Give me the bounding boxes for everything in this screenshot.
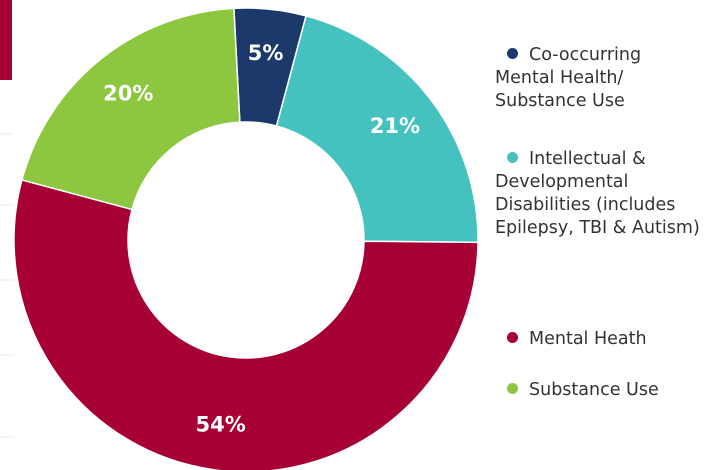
legend-marker — [507, 332, 518, 343]
value-label: 21% — [370, 114, 420, 138]
value-label: 5% — [248, 41, 284, 65]
value-label: 20% — [103, 82, 153, 106]
legend-marker — [507, 48, 518, 59]
legend-label: Intellectual & Developmental Disabilitie… — [495, 149, 700, 238]
legend-label: Co-occurring Mental Health/ Substance Us… — [495, 45, 642, 111]
legend-item: Substance Use — [495, 379, 700, 402]
legend-label: Substance Use — [529, 380, 659, 400]
side-table-lines — [0, 133, 14, 438]
value-label: 54% — [195, 412, 245, 436]
donut-slice — [13, 179, 479, 470]
legend-marker — [507, 383, 518, 394]
donut-slice — [275, 14, 479, 244]
side-tab — [0, 0, 12, 80]
legend-item: Mental Heath — [495, 328, 700, 351]
legend-item: Intellectual & Developmental Disabilitie… — [495, 148, 700, 240]
legend-item: Co-occurring Mental Health/ Substance Us… — [495, 44, 700, 113]
donut-slice — [20, 7, 241, 211]
legend-label: Mental Heath — [529, 329, 647, 349]
legend-marker — [507, 152, 518, 163]
